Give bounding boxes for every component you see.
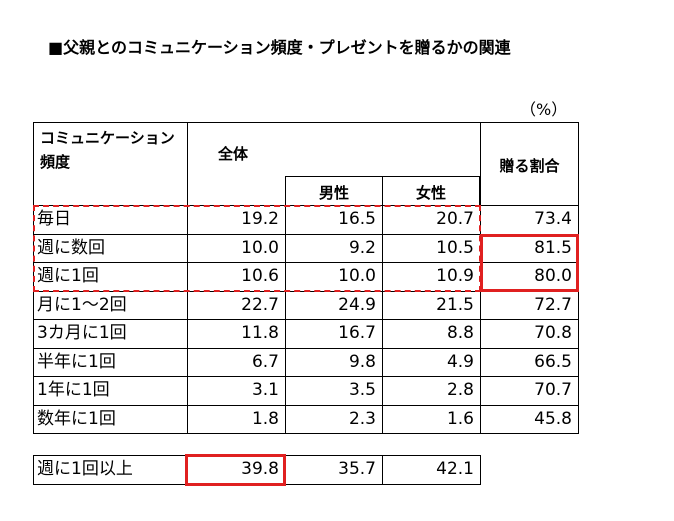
value: 3.5: [348, 380, 376, 400]
label-cell: 1年に1回: [33, 376, 188, 406]
value: 81.5: [534, 237, 572, 258]
value: 21.5: [436, 294, 474, 315]
row-label: 月に1～2回: [37, 294, 127, 315]
value: 20.7: [436, 209, 474, 229]
value: 2.3: [348, 408, 376, 429]
value: 10.5: [436, 237, 474, 258]
value: 80.0: [534, 266, 572, 286]
value-cell: 9.8: [285, 347, 383, 377]
value: 11.8: [241, 323, 279, 343]
value: 16.7: [338, 323, 376, 343]
header-label: コミュニケーション: [40, 129, 175, 147]
value: 16.5: [338, 209, 376, 229]
value: 66.5: [534, 351, 572, 372]
value-cell: 22.7: [187, 290, 286, 320]
row-label: 週に1回以上: [37, 459, 133, 479]
value-cell: 2.8: [382, 376, 481, 406]
value-cell: 72.7: [480, 290, 579, 320]
value: 10.0: [241, 237, 279, 258]
value: 19.2: [241, 209, 279, 229]
value: 42.1: [436, 459, 474, 479]
value: 10.6: [241, 266, 279, 286]
value: 9.2: [348, 237, 376, 258]
value-cell: 16.7: [285, 319, 383, 349]
row-label: 数年に1回: [37, 408, 116, 429]
value-cell: 4.9: [382, 347, 481, 377]
value: 72.7: [534, 294, 572, 315]
value: 1.8: [251, 408, 279, 429]
header-cell: 贈る割合: [480, 122, 579, 206]
value-cell: 70.7: [480, 376, 579, 406]
value: 10.0: [338, 266, 376, 286]
value: 22.7: [241, 294, 279, 315]
header-label: 頻度: [40, 153, 71, 171]
value: 10.9: [436, 266, 474, 286]
row-label: 週に1回: [37, 266, 99, 286]
value-cell: 1.6: [382, 404, 481, 434]
value: 73.4: [534, 209, 572, 229]
value-cell: 3.1: [187, 376, 286, 406]
label-cell: 3カ月に1回: [33, 319, 188, 349]
highlight: [480, 233, 579, 292]
header-label: 贈る割合: [499, 157, 560, 175]
highlight-dashed: [33, 205, 481, 292]
value-cell: 66.5: [480, 347, 579, 377]
value-cell: 3.5: [285, 376, 383, 406]
label-cell: 半年に1回: [33, 347, 188, 377]
value: 9.8: [348, 351, 376, 372]
row-label: 毎日: [37, 209, 71, 229]
value: 8.8: [446, 323, 474, 343]
value: 39.8: [241, 459, 279, 479]
label-cell: 数年に1回: [33, 404, 188, 434]
value: 24.9: [338, 294, 376, 315]
row-label: 1年に1回: [37, 380, 110, 400]
value: 35.7: [338, 459, 376, 479]
value-cell: 11.8: [187, 319, 286, 349]
highlight: [185, 454, 286, 486]
value-cell: 21.5: [382, 290, 481, 320]
value: 6.7: [251, 351, 279, 372]
header-label: 女性: [415, 184, 446, 202]
value-cell: 35.7: [285, 455, 383, 485]
header-cell: 女性: [382, 176, 480, 206]
header-label: 男性: [318, 184, 349, 202]
value: 1.6: [446, 408, 474, 429]
value-cell: 24.9: [285, 290, 383, 320]
value: 4.9: [446, 351, 474, 372]
value-cell: 2.3: [285, 404, 383, 434]
value: 70.7: [534, 380, 572, 400]
unit: （%）: [520, 100, 568, 119]
value-cell: 1.8: [187, 404, 286, 434]
value: 2.8: [446, 380, 474, 400]
value-cell: 42.1: [382, 455, 481, 485]
row-label: 週に数回: [37, 237, 105, 258]
value-cell: 73.4: [480, 205, 579, 235]
title: ■父親とのコミュニケーション頻度・プレゼントを贈るかの関連: [48, 38, 511, 57]
header-cell: コミュニケーション 頻度: [33, 122, 188, 206]
value-cell: 8.8: [382, 319, 481, 349]
value-cell: 6.7: [187, 347, 286, 377]
value-cell: 45.8: [480, 404, 579, 434]
value: 70.8: [534, 323, 572, 343]
label-cell: 週に1回以上: [33, 455, 188, 485]
header-label: 全体: [218, 145, 249, 163]
value-cell: 70.8: [480, 319, 579, 349]
row-label: 3カ月に1回: [37, 323, 127, 343]
value: 45.8: [534, 408, 572, 429]
label-cell: 月に1～2回: [33, 290, 188, 320]
row-label: 半年に1回: [37, 351, 116, 372]
value: 3.1: [251, 380, 279, 400]
header-cell: 男性: [285, 176, 383, 206]
